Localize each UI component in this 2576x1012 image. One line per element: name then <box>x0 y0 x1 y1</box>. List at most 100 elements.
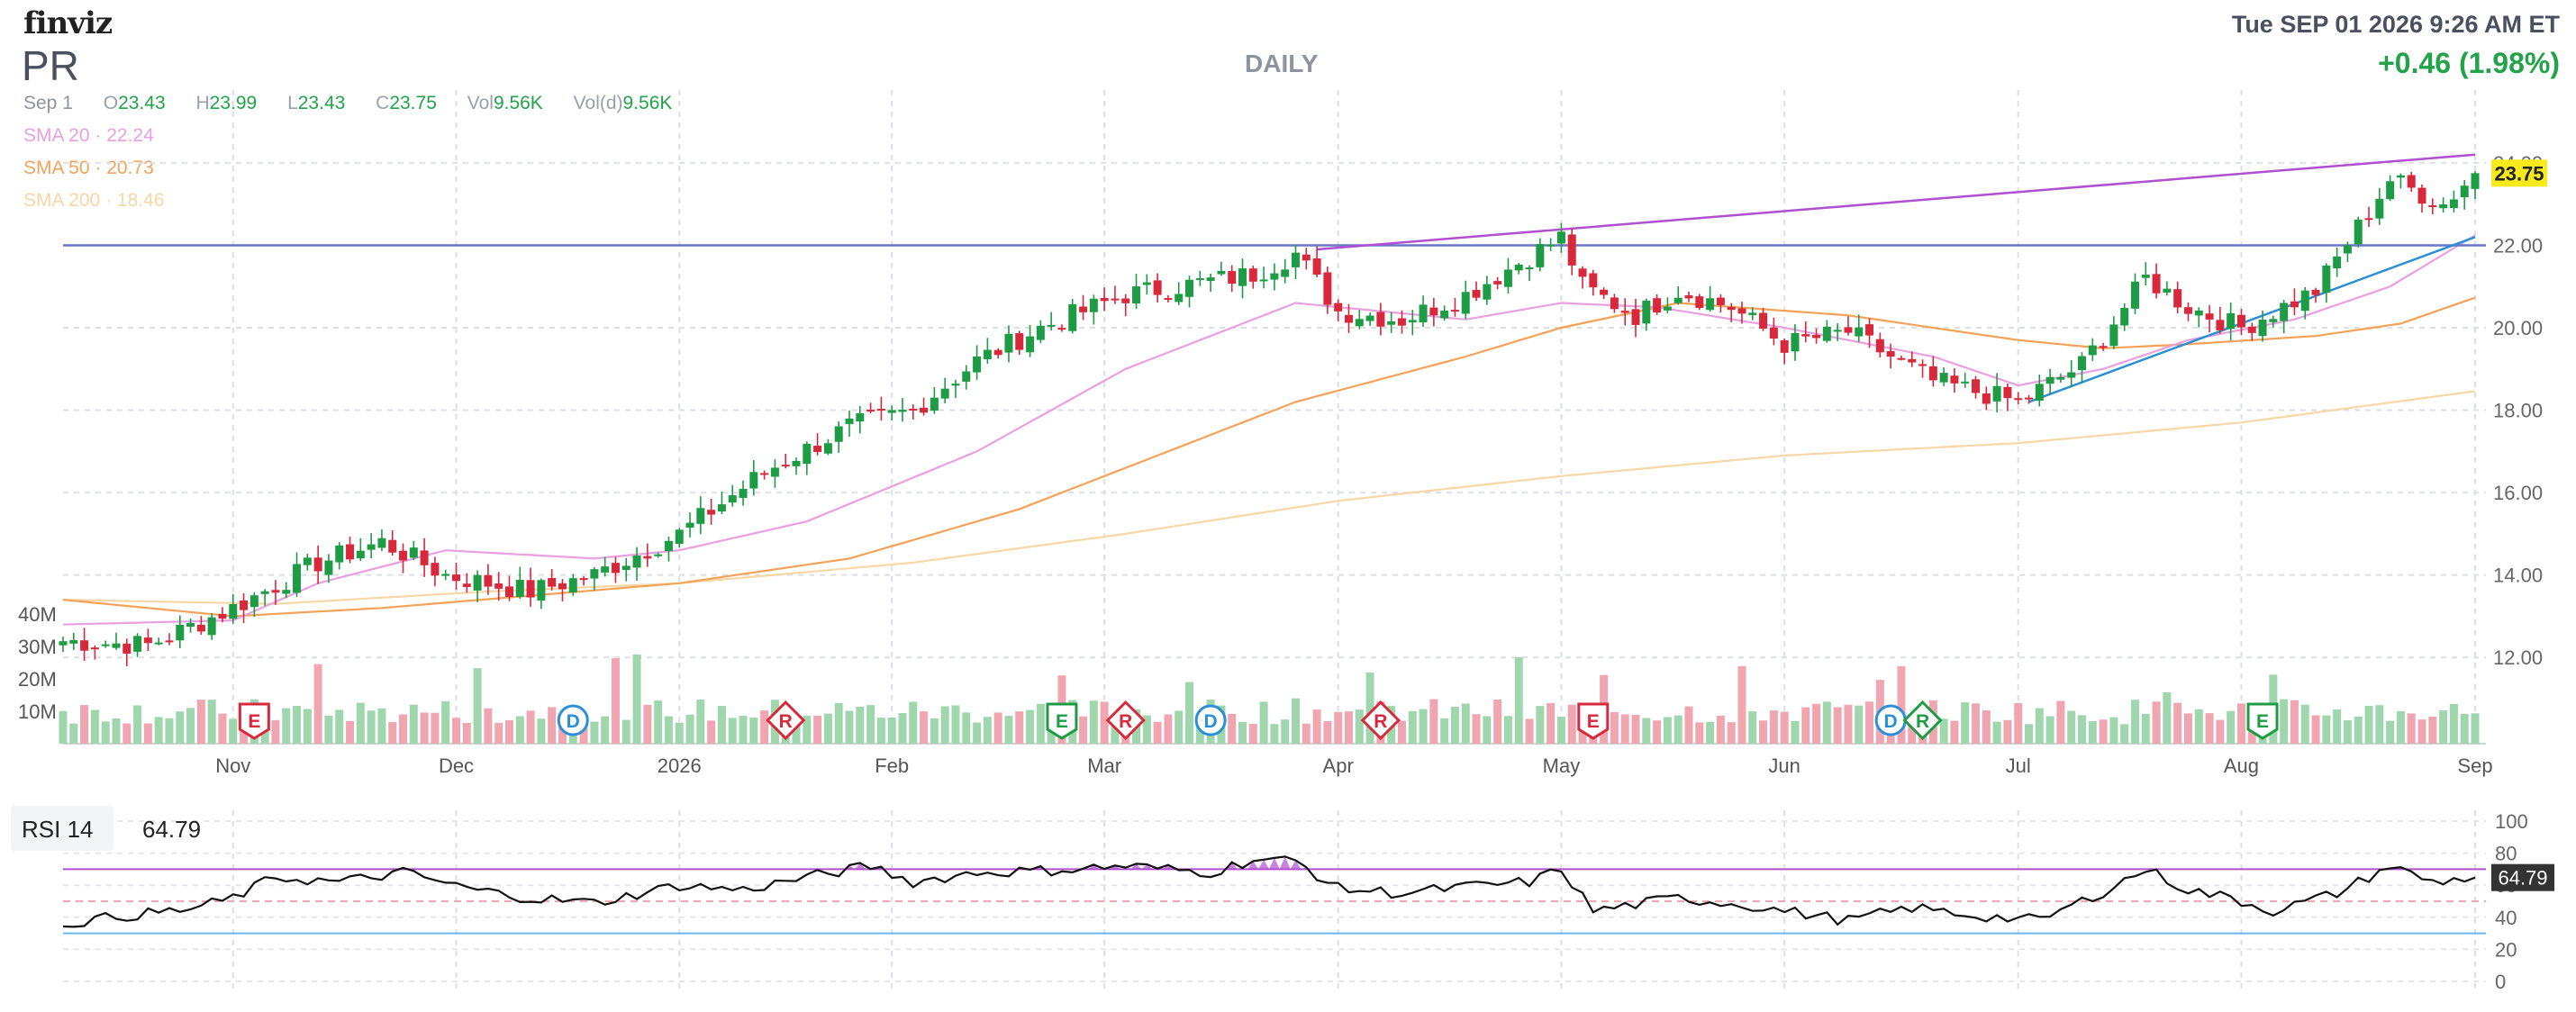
volume-axis-label: 30M <box>18 636 57 658</box>
event-marker-r <box>766 700 806 741</box>
volume-bar <box>2205 713 2214 744</box>
candle-body <box>101 644 110 646</box>
candle-body <box>1791 332 1800 352</box>
event-marker-r <box>1902 700 1943 741</box>
candle-body <box>1100 297 1109 302</box>
volume-bar <box>2396 710 2405 744</box>
volume-bar <box>1663 717 1672 744</box>
candle-body <box>526 580 535 598</box>
volume-bar <box>101 721 110 744</box>
candle-body <box>823 443 832 454</box>
high-label: H <box>195 93 210 113</box>
candle-body <box>2386 181 2395 200</box>
volume-dollar-value: 9.56K <box>622 93 673 113</box>
volume-bar <box>2449 703 2458 744</box>
volume-bar <box>186 708 195 744</box>
candle-body <box>260 591 269 594</box>
volume-bar <box>2364 705 2373 744</box>
event-marker-e <box>2246 702 2279 740</box>
volume-bar <box>930 718 939 744</box>
candle-body <box>2280 303 2289 321</box>
candle-body <box>2216 320 2225 330</box>
candle-body <box>1950 375 1959 384</box>
candle-body <box>1493 281 1502 285</box>
candle-body <box>1908 358 1917 363</box>
candle-body <box>1673 297 1683 303</box>
event-marker-letter: E <box>1056 711 1068 732</box>
volume-bar <box>196 700 205 744</box>
volume-bar <box>271 719 280 744</box>
candle-body <box>1801 334 1810 337</box>
candle-body <box>196 624 205 632</box>
volume-bar <box>728 718 737 744</box>
candle-body <box>1610 297 1619 310</box>
volume-bar <box>1833 707 1842 744</box>
candle-body <box>1248 268 1257 282</box>
candle-body <box>431 563 440 576</box>
candle-body <box>112 643 121 648</box>
candle-body <box>356 550 365 559</box>
candle-body <box>1461 292 1470 314</box>
candle-body <box>898 410 907 412</box>
candle-body <box>834 426 843 442</box>
sma200-legend[interactable]: SMA 200 · 18.46 <box>23 190 165 211</box>
candle-body <box>2152 274 2161 294</box>
volume-bar <box>367 710 376 744</box>
volume-bar <box>441 700 450 744</box>
volume-bar <box>2035 708 2044 744</box>
candle-body <box>1270 273 1279 280</box>
volume-bar <box>346 720 355 744</box>
sma20-legend[interactable]: SMA 20 · 22.24 <box>23 125 154 146</box>
volume-bar <box>1908 722 1917 744</box>
candles <box>59 171 2480 666</box>
volume-bar <box>1408 710 1417 744</box>
volume-bar <box>1079 716 1088 744</box>
volume-bar <box>1865 701 1874 744</box>
volume-bar <box>664 716 673 744</box>
volume-bar <box>1493 700 1502 744</box>
candle-body <box>643 556 652 559</box>
candle-body <box>2311 289 2320 295</box>
candle-body <box>69 639 78 644</box>
volume-bar <box>803 715 812 744</box>
candle-body <box>1302 254 1311 261</box>
candle-body <box>1737 308 1746 314</box>
volume-bar <box>898 712 907 744</box>
candle-body <box>1047 324 1056 327</box>
volume-bar <box>282 708 291 744</box>
volume-bar <box>1631 715 1640 744</box>
candle-body <box>1886 351 1895 357</box>
candle-body <box>1068 303 1077 331</box>
volume-bar <box>431 712 440 744</box>
volume-bar <box>856 707 865 744</box>
volume-bar <box>420 712 429 744</box>
volume-bar <box>1822 701 1831 744</box>
volume-bar <box>80 705 89 744</box>
volume-bar <box>1089 700 1098 744</box>
candle-body <box>1812 335 1821 339</box>
candle-body <box>2205 313 2214 320</box>
volume-bar <box>621 719 630 744</box>
volume-bar <box>2280 699 2289 744</box>
candle-body <box>229 603 238 619</box>
volume-bar <box>1695 722 1704 744</box>
candle-body <box>122 643 132 654</box>
rsi-panel: 10080604020064.79 <box>62 810 2554 993</box>
volume-bar <box>1344 711 1353 744</box>
candle-body <box>707 510 716 515</box>
volume-bar <box>1759 720 1768 744</box>
interval-label[interactable]: DAILY <box>1245 50 1319 77</box>
candle-body <box>601 566 610 573</box>
rsi-indicator-label[interactable]: RSI 14 <box>22 816 94 843</box>
x-tick-label: 2026 <box>658 754 702 777</box>
volume-bar <box>1461 703 1470 744</box>
event-marker-e <box>238 702 270 740</box>
candle-body <box>1376 312 1385 327</box>
volume-bar <box>452 718 461 744</box>
low-value: 23.43 <box>297 93 346 113</box>
candle-body <box>2045 376 2054 384</box>
volume-bar <box>1961 702 1970 744</box>
volume-bar <box>2322 715 2331 744</box>
candle-body <box>1716 297 1725 305</box>
